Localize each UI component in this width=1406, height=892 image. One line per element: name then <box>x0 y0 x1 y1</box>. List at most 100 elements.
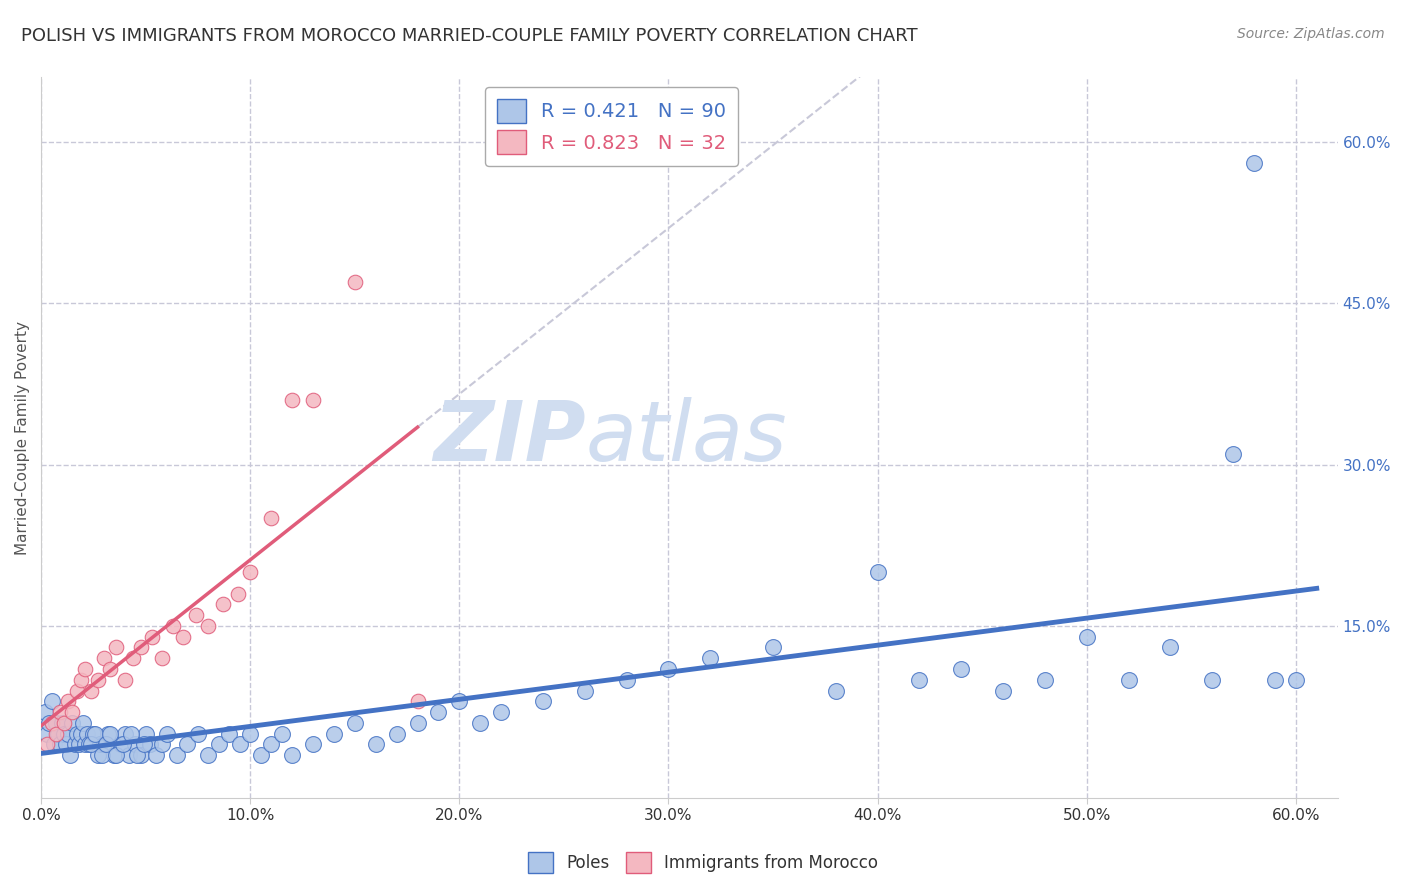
Point <box>98 662 121 676</box>
Point <box>120 726 142 740</box>
Point <box>1222 447 1244 461</box>
Point <box>249 747 271 762</box>
Point <box>197 747 219 762</box>
Point <box>1118 673 1140 687</box>
Point <box>197 619 219 633</box>
Point <box>141 630 163 644</box>
Point <box>37 737 59 751</box>
Point <box>184 608 207 623</box>
Point <box>51 715 73 730</box>
Point <box>132 737 155 751</box>
Point <box>86 673 108 687</box>
Point <box>1159 640 1181 655</box>
Point <box>135 726 157 740</box>
Text: ZIP: ZIP <box>433 397 586 478</box>
Point <box>114 673 136 687</box>
Point <box>172 630 194 644</box>
Point <box>406 694 429 708</box>
Point <box>1076 630 1098 644</box>
Point <box>63 737 86 751</box>
Point <box>239 565 262 579</box>
Point <box>908 673 931 687</box>
Point <box>406 715 429 730</box>
Point <box>218 726 240 740</box>
Point <box>93 651 115 665</box>
Point <box>616 673 638 687</box>
Point <box>343 715 366 730</box>
Point <box>364 737 387 751</box>
Point <box>90 747 112 762</box>
Point <box>302 393 325 408</box>
Point <box>110 737 132 751</box>
Point <box>1033 673 1056 687</box>
Point <box>139 737 162 751</box>
Point <box>155 726 177 740</box>
Point <box>122 651 145 665</box>
Point <box>82 726 104 740</box>
Point <box>762 640 785 655</box>
Point <box>1243 156 1265 170</box>
Point <box>38 715 60 730</box>
Point <box>80 683 103 698</box>
Point <box>49 705 72 719</box>
Point <box>46 726 69 740</box>
Point <box>84 726 107 740</box>
Point <box>45 715 67 730</box>
Legend: R = 0.421   N = 90, R = 0.823   N = 32: R = 0.421 N = 90, R = 0.823 N = 32 <box>485 87 738 166</box>
Point <box>1264 673 1286 687</box>
Point <box>76 726 98 740</box>
Point <box>145 747 167 762</box>
Point <box>42 737 65 751</box>
Point <box>94 737 117 751</box>
Point <box>657 662 679 676</box>
Point <box>176 737 198 751</box>
Point <box>260 737 283 751</box>
Point <box>34 705 56 719</box>
Point <box>111 737 134 751</box>
Point <box>66 683 89 698</box>
Point <box>824 683 846 698</box>
Point <box>187 726 209 740</box>
Point <box>127 747 149 762</box>
Point <box>152 737 174 751</box>
Point <box>49 737 72 751</box>
Point <box>489 705 512 719</box>
Point <box>991 683 1014 698</box>
Point <box>212 598 235 612</box>
Point <box>239 726 262 740</box>
Point <box>103 747 125 762</box>
Point <box>574 683 596 698</box>
Point <box>105 640 128 655</box>
Point <box>59 747 82 762</box>
Point <box>531 694 554 708</box>
Point <box>270 726 292 740</box>
Point <box>53 726 76 740</box>
Point <box>281 393 304 408</box>
Point <box>45 726 67 740</box>
Point <box>62 705 84 719</box>
Point <box>470 715 492 730</box>
Point <box>98 726 121 740</box>
Text: POLISH VS IMMIGRANTS FROM MOROCCO MARRIED-COUPLE FAMILY POVERTY CORRELATION CHAR: POLISH VS IMMIGRANTS FROM MOROCCO MARRIE… <box>21 27 918 45</box>
Point <box>80 737 103 751</box>
Point <box>1201 673 1223 687</box>
Point <box>699 651 721 665</box>
Point <box>41 715 63 730</box>
Point <box>58 726 80 740</box>
Point <box>124 737 146 751</box>
Point <box>131 747 153 762</box>
Point <box>162 619 184 633</box>
Point <box>131 640 153 655</box>
Point <box>427 705 450 719</box>
Text: atlas: atlas <box>586 397 787 478</box>
Point <box>322 726 344 740</box>
Point <box>72 715 94 730</box>
Point <box>302 737 325 751</box>
Point <box>67 737 90 751</box>
Point <box>866 565 889 579</box>
Point <box>93 737 115 751</box>
Point <box>118 747 141 762</box>
Point <box>41 694 63 708</box>
Y-axis label: Married-Couple Family Poverty: Married-Couple Family Poverty <box>15 321 30 555</box>
Point <box>152 651 174 665</box>
